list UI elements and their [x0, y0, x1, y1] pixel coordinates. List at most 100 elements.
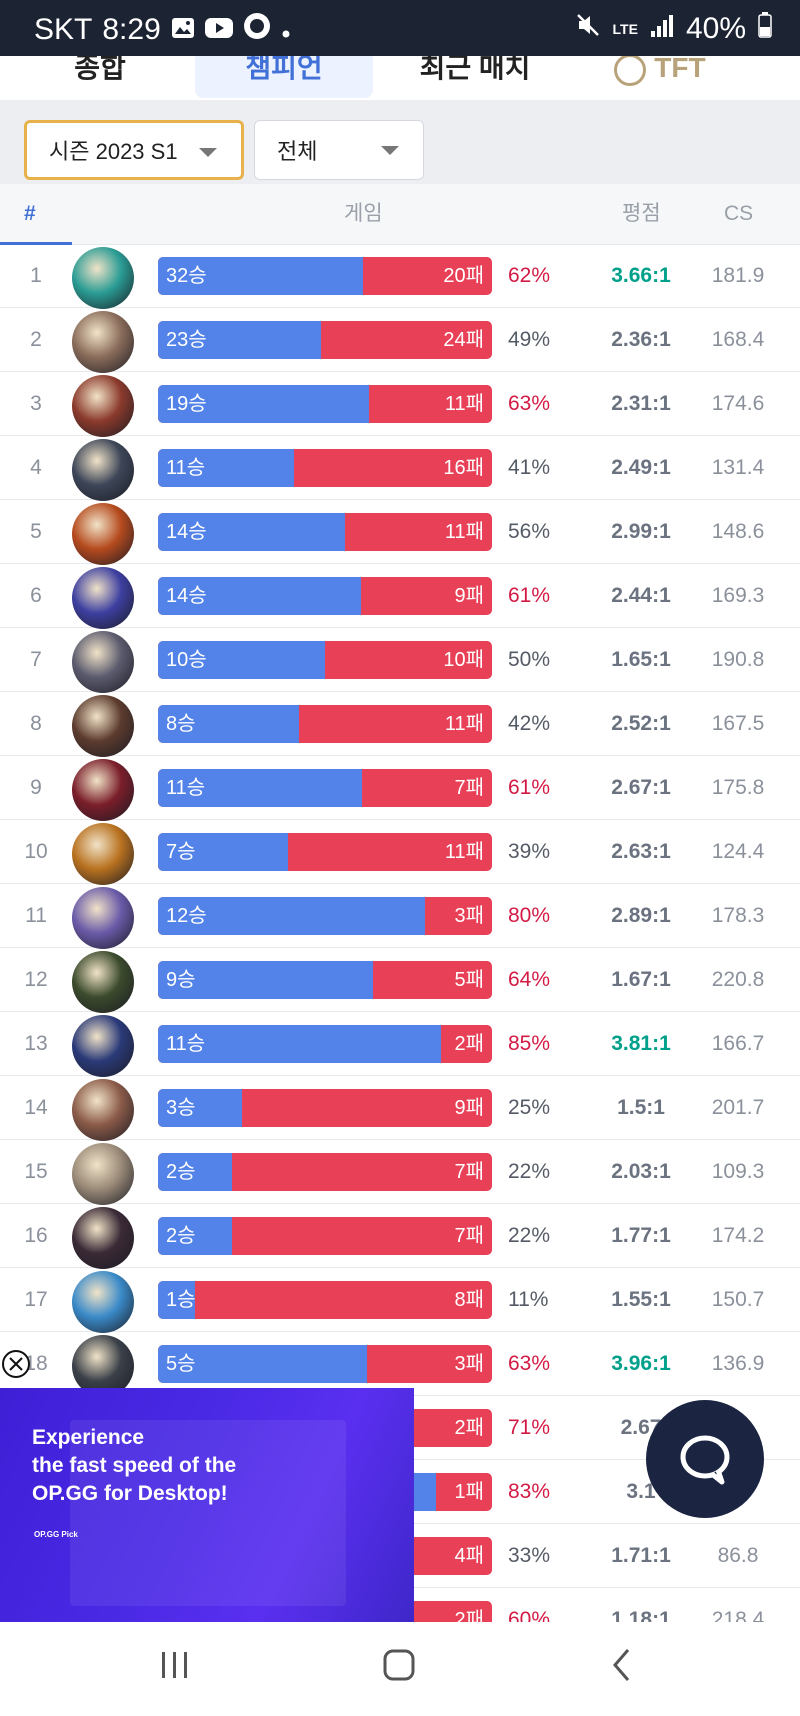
- win-rate: 33%: [508, 1544, 551, 1567]
- tab-recent-matches[interactable]: 최근 매치: [419, 56, 531, 83]
- wins-label: 2승: [166, 1225, 196, 1247]
- table-row[interactable]: 17 1승 8패 11% 1.55:1 150.7: [0, 1268, 800, 1333]
- rank-column-header[interactable]: #: [24, 202, 36, 225]
- tab-tft-label: TFT: [654, 56, 706, 83]
- champion-avatar[interactable]: [72, 567, 134, 629]
- rank-number: 5: [30, 520, 42, 543]
- champion-avatar[interactable]: [72, 1079, 134, 1141]
- losses-label: 11패: [444, 521, 484, 543]
- tft-icon: [614, 56, 647, 86]
- table-row[interactable]: 11 12승 3패 80% 2.89:1 178.3: [0, 884, 800, 949]
- champion-avatar[interactable]: [72, 1335, 134, 1397]
- rank-number: 13: [24, 1032, 48, 1055]
- back-icon[interactable]: [608, 1646, 638, 1686]
- kda-ratio: 1.5:1: [617, 1096, 665, 1119]
- champion-avatar[interactable]: [72, 247, 134, 309]
- win-rate: 22%: [508, 1160, 551, 1183]
- table-row[interactable]: 10 7승 11패 39% 2.63:1 124.4: [0, 820, 800, 885]
- kda-ratio: 1.77:1: [611, 1224, 671, 1247]
- battery-percent: 40%: [685, 12, 746, 45]
- champion-avatar[interactable]: [72, 759, 134, 821]
- win-rate: 61%: [508, 776, 551, 799]
- champion-avatar[interactable]: [72, 887, 134, 949]
- cs-value: 181.9: [711, 264, 765, 287]
- table-row[interactable]: 14 3승 9패 25% 1.5:1 201.7: [0, 1076, 800, 1141]
- losses-label: 9패: [454, 1097, 484, 1119]
- wins-label: 9승: [166, 969, 196, 991]
- cs-value: 190.8: [711, 648, 765, 671]
- champion-avatar[interactable]: [72, 1207, 134, 1269]
- tab-overview[interactable]: 종합: [74, 56, 126, 83]
- queue-select[interactable]: 전체: [254, 120, 424, 180]
- table-row[interactable]: 15 2승 7패 22% 2.03:1 109.3: [0, 1140, 800, 1205]
- tab-tft[interactable]: TFT: [600, 56, 720, 98]
- wins-label: 11승: [166, 457, 206, 479]
- champion-avatar[interactable]: [72, 695, 134, 757]
- win-rate: 22%: [508, 1224, 551, 1247]
- table-row[interactable]: 13 11승 2패 85% 3.81:1 166.7: [0, 1012, 800, 1077]
- champion-avatar[interactable]: [72, 951, 134, 1013]
- win-bar-fill: [158, 1025, 441, 1063]
- table-row[interactable]: 3 19승 11패 63% 2.31:1 174.6: [0, 372, 800, 437]
- tab-champions[interactable]: 챔피언: [195, 56, 373, 98]
- app-notification-icon: [243, 12, 271, 48]
- champion-avatar[interactable]: [72, 439, 134, 501]
- ad-banner[interactable]: Experience the fast speed of the OP.GG f…: [0, 1388, 414, 1622]
- champion-avatar[interactable]: [72, 375, 134, 437]
- table-row[interactable]: 4 11승 16패 41% 2.49:1 131.4: [0, 436, 800, 501]
- win-loss-bar: 11승 16패: [158, 449, 492, 487]
- win-rate: 42%: [508, 712, 551, 735]
- games-column-header[interactable]: 게임: [344, 202, 383, 225]
- rank-number: 18: [24, 1352, 48, 1375]
- champion-avatar[interactable]: [72, 503, 134, 565]
- win-bar-fill: [158, 257, 363, 295]
- champion-avatar[interactable]: [72, 1271, 134, 1333]
- signal-icon: [650, 12, 674, 46]
- table-row[interactable]: 5 14승 11패 56% 2.99:1 148.6: [0, 500, 800, 565]
- losses-label: 2패: [454, 1417, 484, 1439]
- champion-avatar[interactable]: [72, 631, 134, 693]
- cs-column-header[interactable]: CS: [724, 202, 754, 225]
- table-row[interactable]: 16 2승 7패 22% 1.77:1 174.2: [0, 1204, 800, 1269]
- cs-value: 174.6: [711, 392, 765, 415]
- wins-label: 32승: [166, 265, 207, 287]
- win-loss-bar: 14승 11패: [158, 513, 492, 551]
- table-row[interactable]: 6 14승 9패 61% 2.44:1 169.3: [0, 564, 800, 629]
- top-tabs: 종합 챔피언 최근 매치 TFT: [0, 56, 800, 100]
- chat-bubble-icon: [680, 1435, 730, 1485]
- mute-icon: [575, 12, 601, 46]
- champion-avatar[interactable]: [72, 1015, 134, 1077]
- wins-label: 8승: [166, 713, 196, 735]
- table-row[interactable]: 18 5승 3패 63% 3.96:1 136.9: [0, 1332, 800, 1397]
- win-rate: 80%: [508, 904, 551, 927]
- recent-apps-icon[interactable]: [158, 1646, 192, 1686]
- table-row[interactable]: 2 23승 24패 49% 2.36:1 168.4: [0, 308, 800, 373]
- kda-ratio: 2.44:1: [611, 584, 671, 607]
- champion-avatar[interactable]: [72, 1143, 134, 1205]
- season-select[interactable]: 시즌 2023 S1: [24, 120, 244, 180]
- win-rate: 83%: [508, 1480, 551, 1503]
- win-rate: 49%: [508, 328, 551, 351]
- close-ad-button[interactable]: [2, 1350, 30, 1378]
- kda-column-header[interactable]: 평점: [622, 202, 661, 225]
- win-loss-bar: 11승 7패: [158, 769, 492, 807]
- table-row[interactable]: 8 8승 11패 42% 2.52:1 167.5: [0, 692, 800, 757]
- cs-value: 109.3: [711, 1160, 765, 1183]
- kda-ratio: 2.36:1: [611, 328, 671, 351]
- chat-button[interactable]: [646, 1400, 764, 1518]
- rank-number: 2: [30, 328, 42, 351]
- kda-ratio: 2.03:1: [611, 1160, 671, 1183]
- table-row[interactable]: 9 11승 7패 61% 2.67:1 175.8: [0, 756, 800, 821]
- table-header: # 게임 평점 CS: [0, 184, 800, 245]
- champion-avatar[interactable]: [72, 311, 134, 373]
- table-row[interactable]: 1 32승 20패 62% 3.66:1 181.9: [0, 244, 800, 309]
- kda-ratio: 2.63:1: [611, 840, 671, 863]
- win-bar-fill: [158, 385, 369, 423]
- losses-label: 9패: [454, 585, 484, 607]
- table-row[interactable]: 7 10승 10패 50% 1.65:1 190.8: [0, 628, 800, 693]
- table-row[interactable]: 12 9승 5패 64% 1.67:1 220.8: [0, 948, 800, 1013]
- cs-value: 168.4: [711, 328, 765, 351]
- season-select-value: 시즌 2023 S1: [49, 139, 178, 164]
- champion-avatar[interactable]: [72, 823, 134, 885]
- home-icon[interactable]: [380, 1646, 420, 1686]
